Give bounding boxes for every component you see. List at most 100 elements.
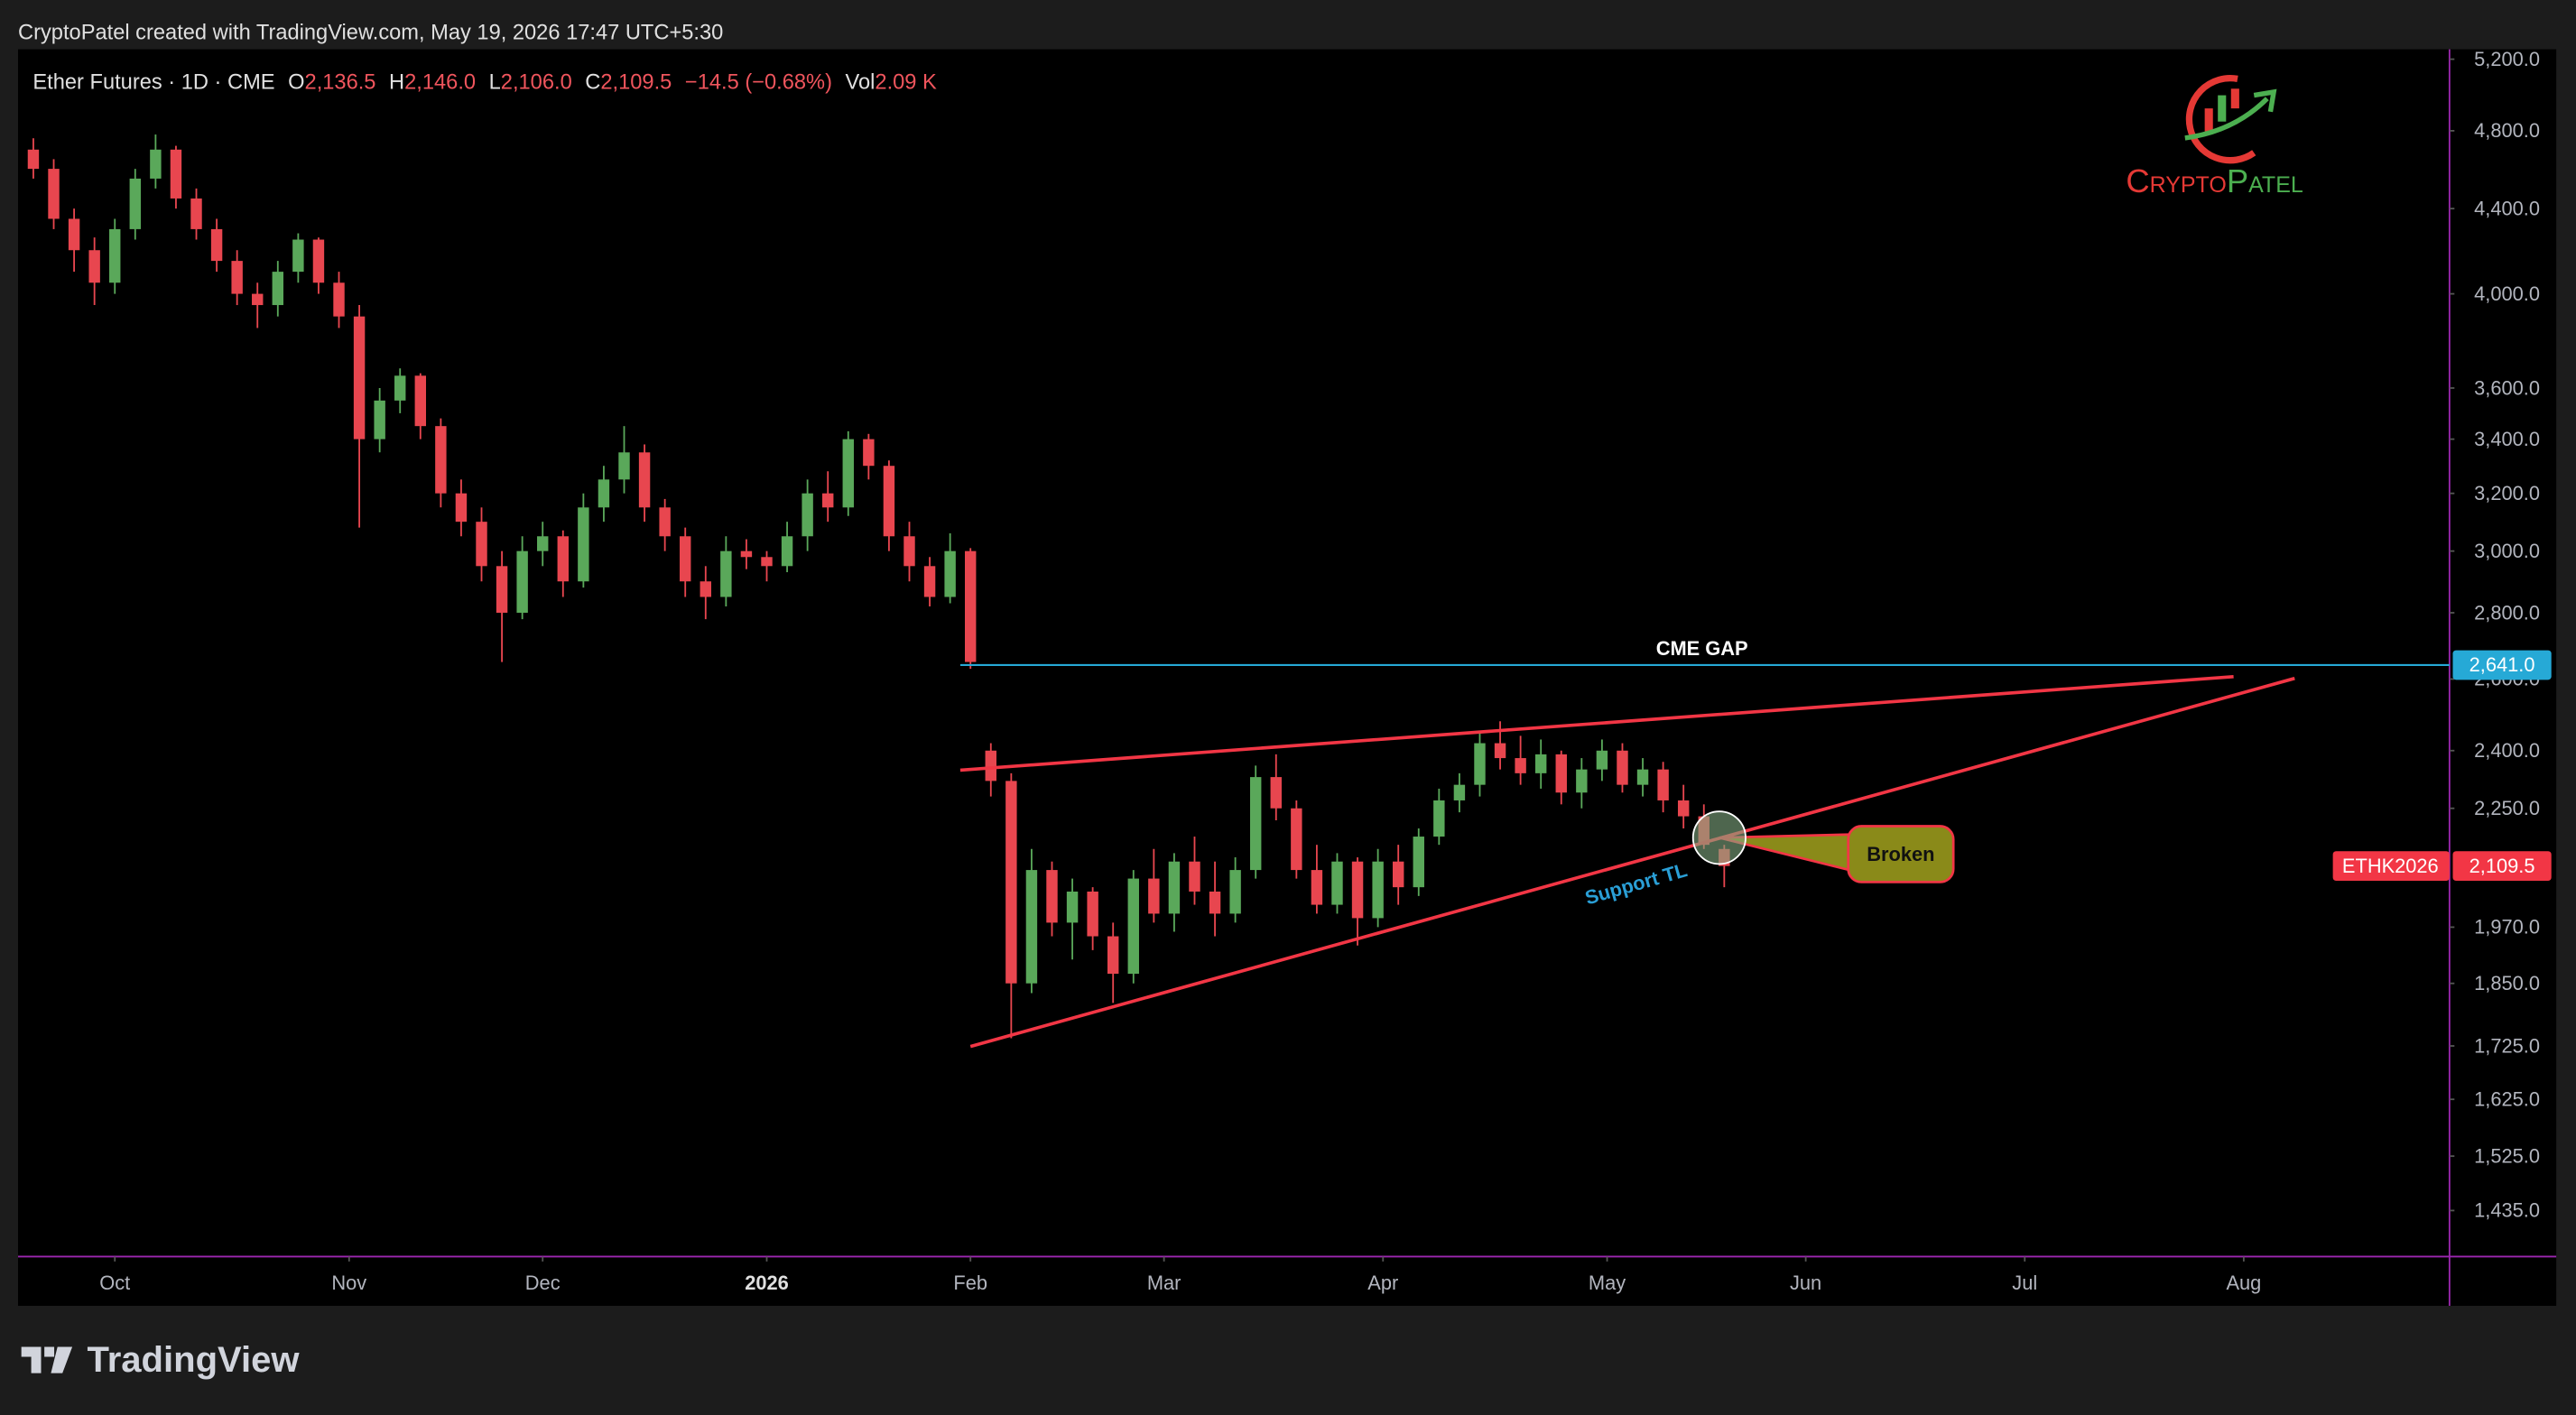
y-tick-label: 1,725.0	[2474, 1034, 2540, 1057]
x-tick-label: 2026	[745, 1272, 789, 1294]
candle-body	[1148, 878, 1160, 914]
candle-body	[1351, 861, 1364, 919]
candle-body	[109, 228, 121, 283]
trendline	[959, 674, 2234, 772]
y-tick-label: 2,250.0	[2474, 797, 2540, 819]
candle-body	[761, 557, 773, 567]
candle-body	[1555, 754, 1567, 793]
candle-body	[1576, 769, 1588, 793]
candle-body	[476, 522, 487, 567]
logo-arrow	[2184, 88, 2277, 141]
candle-body	[210, 228, 223, 262]
logo-part1: Crypto	[2126, 162, 2227, 199]
candle-body	[578, 507, 589, 582]
logo-candle	[2204, 108, 2213, 132]
callout-label: Broken	[1867, 843, 1934, 865]
candle-body	[129, 178, 142, 229]
candle-body	[1474, 743, 1486, 785]
candle-body	[252, 293, 264, 306]
y-tick-label: 4,400.0	[2474, 197, 2540, 219]
candle-body	[1249, 777, 1262, 871]
candle-body	[1270, 777, 1282, 809]
x-tick-label: Aug	[2226, 1272, 2261, 1294]
tv-logo	[21, 1346, 73, 1373]
h-label: H	[389, 70, 404, 94]
y-tick-label: 3,400.0	[2474, 428, 2540, 450]
logo-part2: Patel	[2227, 162, 2303, 199]
y-tick-label: 3,000.0	[2474, 540, 2540, 562]
vol-label: Vol	[846, 70, 876, 94]
c-label: C	[585, 70, 600, 94]
x-tick-label: Mar	[1147, 1272, 1181, 1294]
candle-body	[923, 566, 936, 597]
candle-body	[863, 439, 875, 467]
brand: TradingView	[87, 1340, 300, 1380]
y-tick-label: 1,850.0	[2474, 972, 2540, 994]
candle-body	[842, 439, 854, 508]
candle-body	[1515, 758, 1526, 773]
candle-body	[598, 479, 610, 508]
candle-body	[150, 149, 162, 179]
o-label: O	[288, 70, 304, 94]
price-tag-label: 2,109.5	[2469, 855, 2535, 877]
candle-body	[557, 536, 569, 582]
candle-body	[68, 218, 80, 251]
candle-body	[1413, 837, 1424, 888]
y-tick-label: 1,970.0	[2474, 916, 2540, 939]
candle-body	[638, 452, 651, 508]
change: −14.5 (−0.68%)	[685, 70, 832, 94]
candle-body	[740, 550, 753, 558]
credit: CryptoPatel created with TradingView.com…	[18, 22, 723, 45]
candle-body	[903, 536, 915, 567]
candle-body	[1087, 891, 1098, 937]
vol-value: 2.09 K	[875, 70, 937, 94]
candle-body	[1677, 800, 1690, 817]
candle-body	[1189, 861, 1200, 892]
c-value: 2,109.5	[600, 70, 672, 94]
trendline	[969, 676, 2295, 1049]
broken-marker	[1691, 810, 1747, 865]
candle-body	[292, 239, 304, 273]
candle-body	[1494, 743, 1506, 759]
candle-body	[1025, 870, 1038, 984]
candle-body	[781, 536, 793, 567]
y-tick-label: 1,435.0	[2474, 1199, 2540, 1222]
candle-body	[659, 507, 671, 537]
y-tick-label: 3,200.0	[2474, 482, 2540, 504]
candle-body	[1209, 891, 1221, 914]
candle-body	[231, 261, 243, 294]
candle-body	[48, 169, 60, 219]
candle-body	[985, 750, 996, 781]
l-label: L	[489, 70, 501, 94]
candle-body	[353, 316, 366, 439]
logo-candle	[2230, 88, 2239, 109]
candle-body	[822, 493, 834, 508]
y-tick-label: 2,400.0	[2474, 739, 2540, 762]
candle-body	[1596, 750, 1608, 770]
y-tick-label: 4,000.0	[2474, 282, 2540, 305]
o-value: 2,136.5	[305, 70, 376, 94]
logo: CryptoPatel	[2126, 75, 2303, 199]
candle-body	[333, 282, 345, 317]
candle-body	[312, 239, 325, 283]
x-tick-label: May	[1589, 1272, 1626, 1294]
candle-body	[537, 536, 549, 551]
candle-body	[944, 550, 956, 597]
candle-body	[435, 426, 447, 494]
candle-body	[700, 581, 711, 597]
candle-body	[516, 550, 528, 614]
candle-body	[618, 452, 630, 480]
gap-tag	[2452, 650, 2552, 680]
x-tick-label: Oct	[99, 1272, 130, 1294]
candle-body	[965, 550, 977, 662]
candle-body	[1392, 861, 1404, 888]
candle-body	[1617, 750, 1628, 785]
plot-area	[18, 49, 2557, 1307]
chart-layer: 5,200.0 4,800.0 4,400.0 4,000.0 3,600.0 3,400…	[27, 48, 2552, 1294]
candle-body	[27, 149, 40, 170]
x-tick-label: Apr	[1367, 1272, 1398, 1294]
logo-text: CryptoPatel	[2126, 162, 2303, 199]
x-tick-label: Feb	[953, 1272, 987, 1294]
